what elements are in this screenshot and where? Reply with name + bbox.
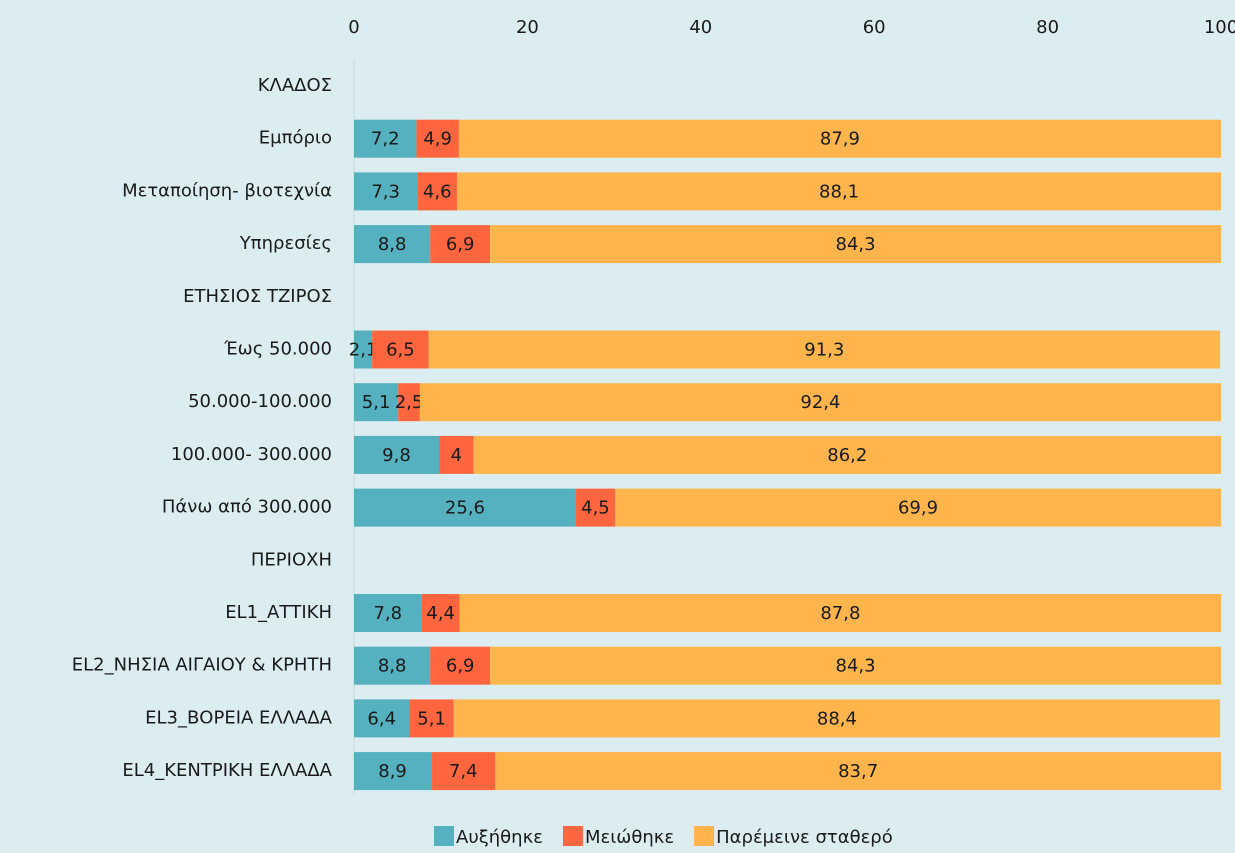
y-tick-label: Πάνω από 300.000 <box>162 497 332 518</box>
data-label: 87,8 <box>820 603 860 624</box>
bar-segment <box>354 225 431 264</box>
legend-label: Αυξήθηκε <box>456 827 543 848</box>
x-tick-label: 60 <box>863 17 886 38</box>
bar-segment <box>409 699 454 738</box>
data-label: 8,8 <box>378 234 407 255</box>
data-label: 88,4 <box>817 708 857 729</box>
data-label: 84,3 <box>836 234 876 255</box>
data-label: 8,9 <box>378 761 407 782</box>
data-label: 5,1 <box>417 708 446 729</box>
bar-segment <box>398 383 420 422</box>
data-label: 6,9 <box>446 656 475 677</box>
x-tick-label: 20 <box>516 17 539 38</box>
x-tick-label: 40 <box>689 17 712 38</box>
data-label: 87,9 <box>820 129 860 150</box>
data-label: 88,1 <box>819 181 859 202</box>
data-label: 9,8 <box>382 445 411 466</box>
bar-segment <box>428 330 1221 369</box>
data-label: 86,2 <box>827 445 867 466</box>
y-tick-label: EL1_ΑΤΤΙΚΗ <box>225 602 332 623</box>
bar-segment <box>417 172 458 211</box>
bar-segment <box>453 699 1221 738</box>
bar-segment <box>416 119 459 158</box>
bar-segment <box>458 119 1222 158</box>
legend-label: Μειώθηκε <box>585 827 674 848</box>
y-tick-label: ΚΛΑΔΟΣ <box>258 75 332 96</box>
bar-segment <box>614 488 1221 527</box>
bar-segment <box>430 225 491 264</box>
y-tick-label: Υπηρεσίες <box>239 233 332 254</box>
data-label: 83,7 <box>838 761 878 782</box>
bar-segment <box>490 646 1221 685</box>
bar-segment <box>354 488 576 527</box>
y-tick-label: 100.000- 300.000 <box>171 444 332 465</box>
y-tick-label: Μεταποίηση- βιοτεχνία <box>122 180 332 201</box>
bar-segment <box>372 330 429 369</box>
bar-segment <box>354 752 432 791</box>
data-label: 7,8 <box>373 603 402 624</box>
bar-segment <box>495 752 1221 791</box>
bar-segment <box>431 752 496 791</box>
y-tick-label: EL3_ΒΟΡΕΙΑ ΕΛΛΑΔΑ <box>145 707 333 728</box>
y-tick-label: 50.000-100.000 <box>188 391 332 412</box>
data-label: 6,9 <box>446 234 475 255</box>
data-label: 7,4 <box>449 761 478 782</box>
data-label: 4 <box>451 445 462 466</box>
data-label: 2,5 <box>395 392 424 413</box>
data-label: 2,1 <box>349 340 378 361</box>
bar-segment <box>575 488 615 527</box>
y-tick-label: ΠΕΡΙΟΧΗ <box>251 549 332 570</box>
y-tick-label: EL2_ΝΗΣΙΑ ΑΙΓΑΙΟΥ & ΚΡΗΤΗ <box>72 655 332 676</box>
data-label: 7,2 <box>371 129 400 150</box>
data-label: 4,6 <box>423 181 452 202</box>
data-label: 91,3 <box>804 340 844 361</box>
bar-segment <box>473 435 1221 474</box>
bar-segment <box>490 225 1221 264</box>
bar-segment <box>354 172 418 211</box>
x-tick-label: 100 <box>1204 17 1235 38</box>
legend-swatch <box>434 826 454 846</box>
data-label: 4,4 <box>426 603 455 624</box>
data-label: 4,5 <box>581 498 610 519</box>
bar-segment <box>354 435 439 474</box>
bar-segment <box>438 435 474 474</box>
bar-segment <box>354 594 422 632</box>
data-label: 7,3 <box>371 181 400 202</box>
data-label: 8,8 <box>378 656 407 677</box>
bar-segment <box>459 594 1221 632</box>
y-tick-label: Εμπόριο <box>259 128 332 149</box>
data-label: 5,1 <box>362 392 391 413</box>
x-tick-label: 80 <box>1036 17 1059 38</box>
bar-segment <box>354 119 417 158</box>
data-label: 4,9 <box>423 129 452 150</box>
y-tick-label: ΕΤΗΣΙΟΣ ΤΖΙΡΟΣ <box>183 286 332 307</box>
legend-swatch <box>694 826 715 846</box>
bar-segment <box>354 330 373 369</box>
bar-segment <box>457 172 1222 211</box>
data-label: 92,4 <box>800 392 840 413</box>
bar-segment <box>354 699 410 738</box>
legend-swatch <box>562 826 583 846</box>
x-tick-label: 0 <box>348 17 359 38</box>
data-label: 69,9 <box>898 498 938 519</box>
legend-label: Παρέμεινε σταθερό <box>716 827 893 848</box>
data-label: 6,4 <box>367 708 396 729</box>
bar-segment <box>421 594 460 632</box>
data-label: 25,6 <box>445 498 485 519</box>
data-label: 6,5 <box>386 340 415 361</box>
data-label: 84,3 <box>836 656 876 677</box>
y-tick-label: Έως 50.000 <box>223 339 332 360</box>
y-tick-label: EL4_ΚΕΝΤΡΙΚΗ ΕΛΛΑΔΑ <box>122 760 332 781</box>
bar-segment <box>354 646 431 685</box>
bar-segment <box>430 646 491 685</box>
bar-segment <box>354 383 399 422</box>
bar-segment <box>419 383 1222 422</box>
